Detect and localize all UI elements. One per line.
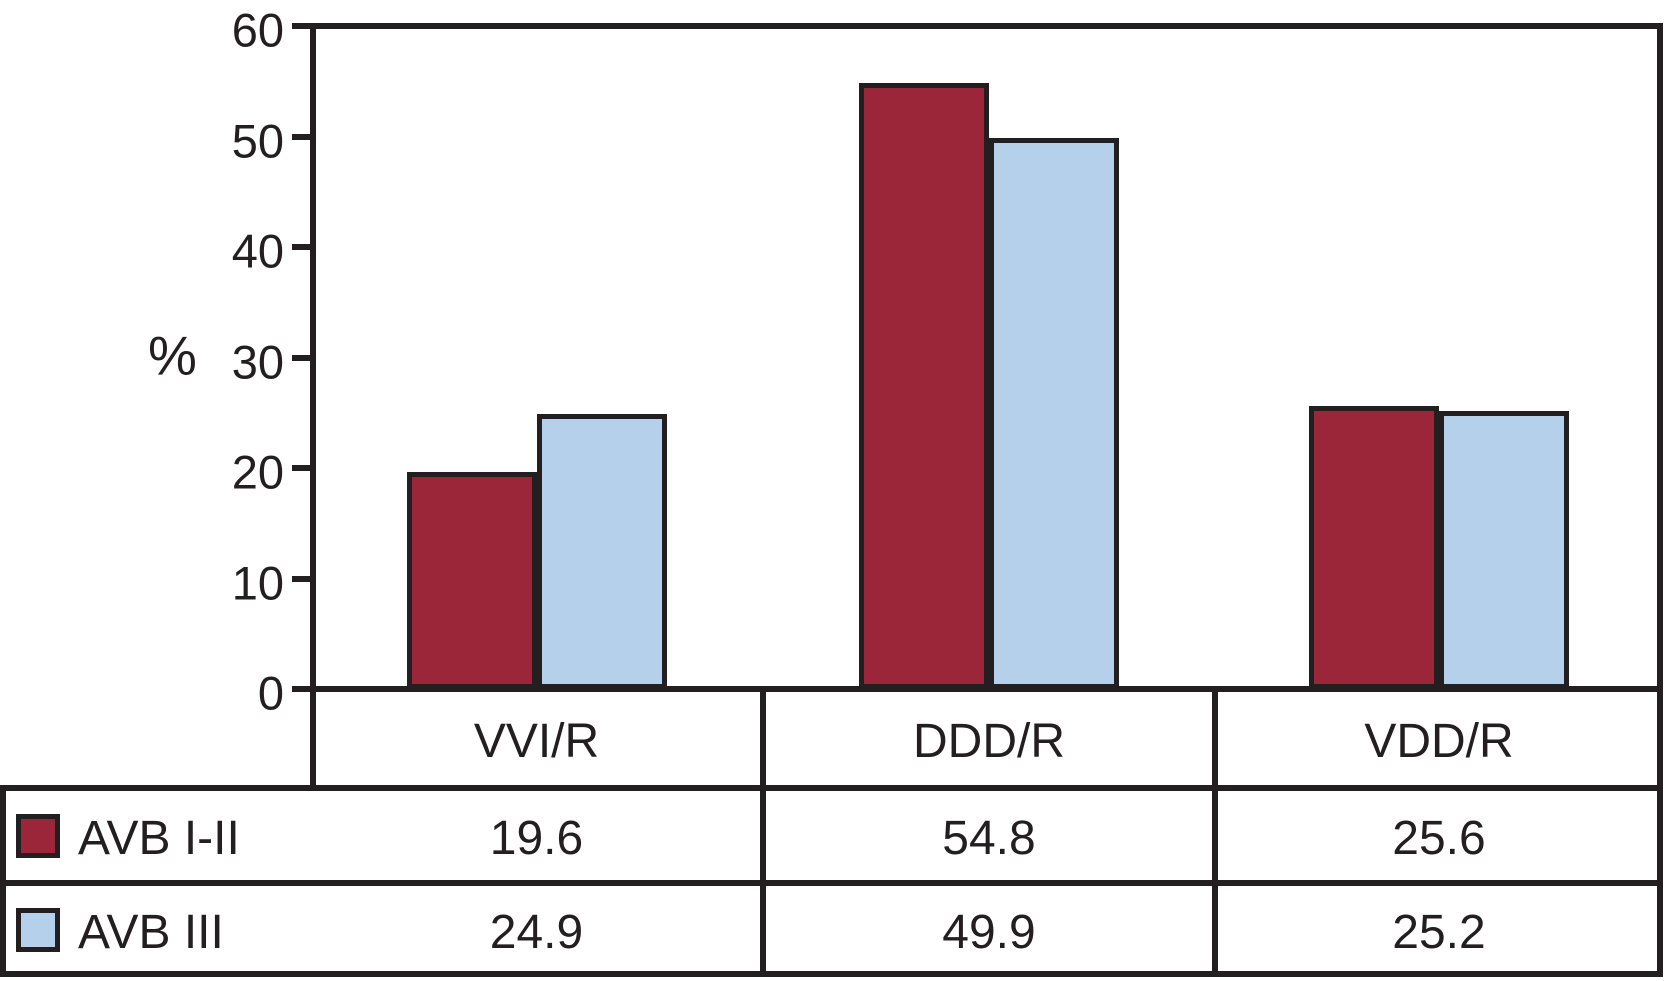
- table-col-line-2: [1212, 689, 1218, 977]
- table-row-line-2: [0, 880, 1663, 886]
- y-tick-label-50: 50: [231, 114, 284, 167]
- legend-label-avb-i-ii: AVB I-II: [78, 811, 240, 865]
- y-tick-label-0: 0: [257, 666, 284, 720]
- y-axis-line: [310, 23, 316, 785]
- legend-swatch-avb-i-ii: [16, 813, 60, 858]
- y-axis-title: %: [148, 324, 197, 387]
- plot-right-border: [1657, 23, 1663, 974]
- value-avb-iii-vvi-r: 24.9: [489, 906, 584, 959]
- value-avb-iii-ddd-r: 49.9: [942, 906, 1036, 959]
- category-label-vdd-r: VDD/R: [1364, 714, 1514, 768]
- y-tick-label-10: 10: [231, 556, 284, 609]
- value-avb-i-ii-vvi-r: 19.6: [489, 811, 584, 865]
- y-tick-10: [292, 575, 310, 582]
- bar-avb-i-ii-ddd-r: [859, 83, 989, 689]
- table-row-line-1: [0, 785, 1663, 791]
- table-bottom-border: [0, 971, 1663, 977]
- bar-avb-i-ii-vvi-r: [406, 472, 537, 689]
- legend-label-avb-iii: AVB III: [78, 906, 224, 959]
- table-col-line-1: [760, 689, 766, 977]
- value-avb-i-ii-vdd-r: 25.6: [1392, 811, 1486, 865]
- value-avb-i-ii-ddd-r: 54.8: [942, 811, 1036, 865]
- legend-swatch-avb-iii: [16, 908, 60, 952]
- bar-avb-i-ii-vdd-r: [1309, 406, 1439, 689]
- category-label-ddd-r: DDD/R: [913, 714, 1065, 768]
- table-left-border: [0, 785, 6, 977]
- y-tick-30: [292, 354, 310, 361]
- plot-top-border: [292, 23, 1663, 29]
- bar-avb-iii-ddd-r: [989, 137, 1119, 689]
- bar-avb-iii-vdd-r: [1439, 410, 1569, 689]
- y-tick-label-30: 30: [231, 335, 284, 388]
- y-tick-label-20: 20: [231, 445, 284, 499]
- y-tick-40: [292, 244, 310, 250]
- y-tick-20: [292, 465, 310, 471]
- value-avb-iii-vdd-r: 25.2: [1392, 906, 1486, 959]
- category-label-vvi-r: VVI/R: [473, 714, 600, 768]
- y-tick-label-40: 40: [231, 224, 284, 278]
- y-tick-0: [292, 686, 310, 692]
- x-baseline: [310, 686, 1663, 692]
- y-tick-50: [292, 133, 310, 140]
- y-tick-label-60: 60: [231, 3, 284, 57]
- bar-avb-iii-vvi-r: [536, 413, 667, 689]
